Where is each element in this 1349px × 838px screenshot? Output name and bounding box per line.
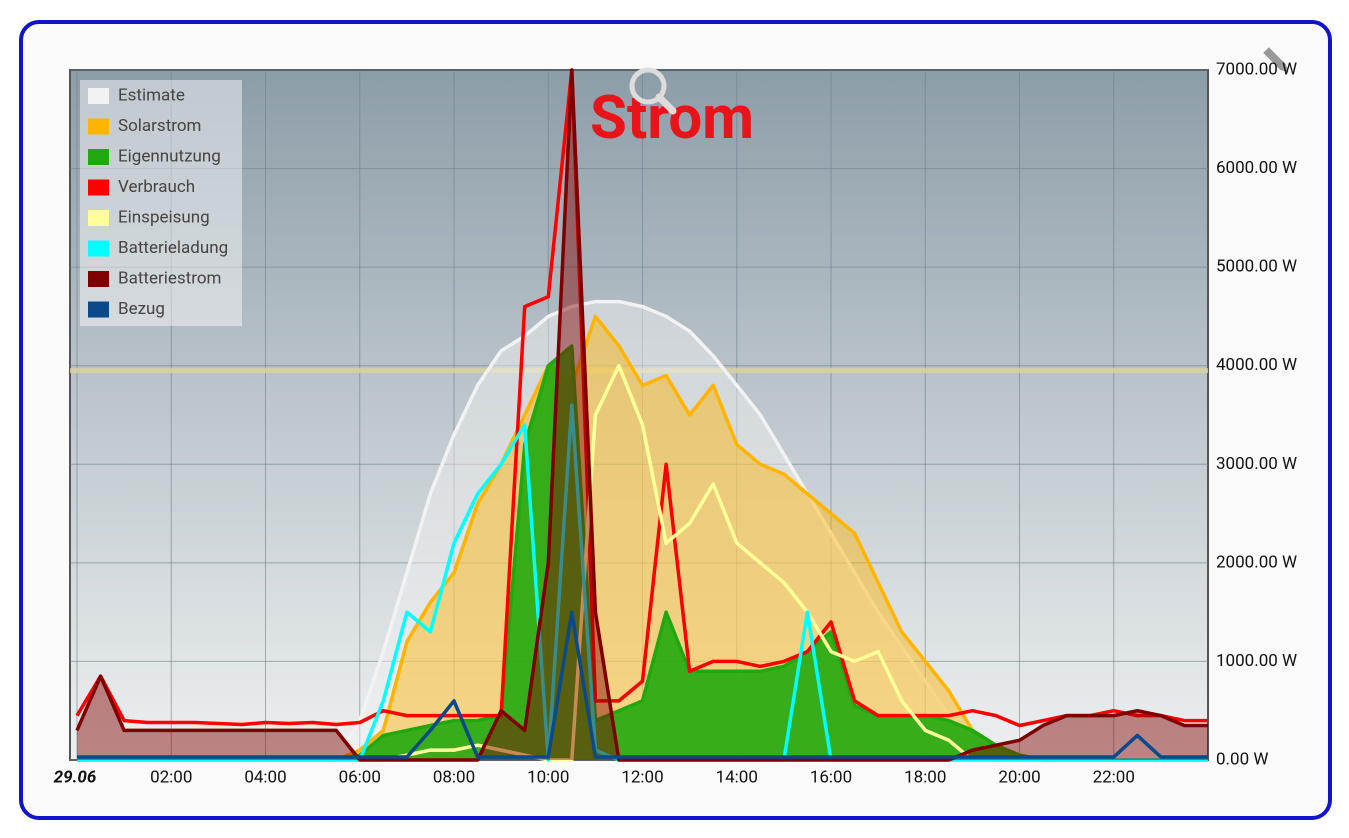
- chart-title: Strom: [590, 82, 754, 153]
- edit-icon[interactable]: [1263, 47, 1291, 75]
- legend-swatch: [88, 118, 109, 135]
- x-tick-label: 12:00: [621, 767, 663, 787]
- legend-label: Estimate: [118, 85, 185, 105]
- legend-swatch: [88, 149, 109, 165]
- series-line: [75, 68, 1208, 762]
- x-tick-label: 18:00: [904, 767, 946, 787]
- series-area: [77, 301, 1208, 760]
- y-tick-label: 6000.00 W: [1216, 158, 1297, 178]
- y-tick-label: 0.00 W: [1216, 749, 1268, 769]
- series-area: [77, 316, 1208, 760]
- legend-swatch: [88, 179, 109, 196]
- legend-swatch: [88, 301, 109, 318]
- legend-label: Batteriestrom: [118, 268, 221, 288]
- x-tick-label: 02:00: [150, 767, 192, 787]
- legend-swatch: [88, 210, 109, 226]
- y-tick-label: 2000.00 W: [1216, 552, 1297, 572]
- x-tick-label: 14:00: [716, 767, 758, 787]
- y-tick-label: 4000.00 W: [1216, 355, 1297, 375]
- legend-label: Bezug: [118, 299, 165, 319]
- zoom-reset-icon[interactable]: [629, 67, 677, 115]
- legend-swatch: [88, 271, 109, 287]
- x-tick-label: 10:00: [527, 767, 569, 787]
- legend-swatch: [88, 88, 109, 104]
- legend-label: Solarstrom: [118, 116, 201, 136]
- legend-label: Einspeisung: [118, 207, 210, 227]
- y-tick-label: 5000.00 W: [1216, 257, 1297, 277]
- y-tick-label: 1000.00 W: [1216, 651, 1297, 671]
- x-tick-label: 06:00: [339, 767, 381, 787]
- series-line: [75, 68, 1208, 728]
- x-tick-label: 20:00: [998, 767, 1040, 787]
- legend-label: Batterieladung: [118, 238, 228, 258]
- legend-label: Eigennutzung: [118, 146, 221, 166]
- x-tick-label: 22:00: [1093, 767, 1135, 787]
- x-tick-label: 04:00: [244, 767, 286, 787]
- x-tick-label: 08:00: [433, 767, 475, 787]
- y-tick-label: 3000.00 W: [1216, 454, 1297, 474]
- legend-label: Verbrauch: [118, 177, 195, 197]
- x-tick-label: 16:00: [810, 767, 852, 787]
- legend-swatch: [88, 240, 109, 257]
- y-tick-label: 7000.00 W: [1216, 59, 1297, 79]
- series-line: [77, 610, 1208, 759]
- x-tick-label: 29.06: [54, 767, 97, 787]
